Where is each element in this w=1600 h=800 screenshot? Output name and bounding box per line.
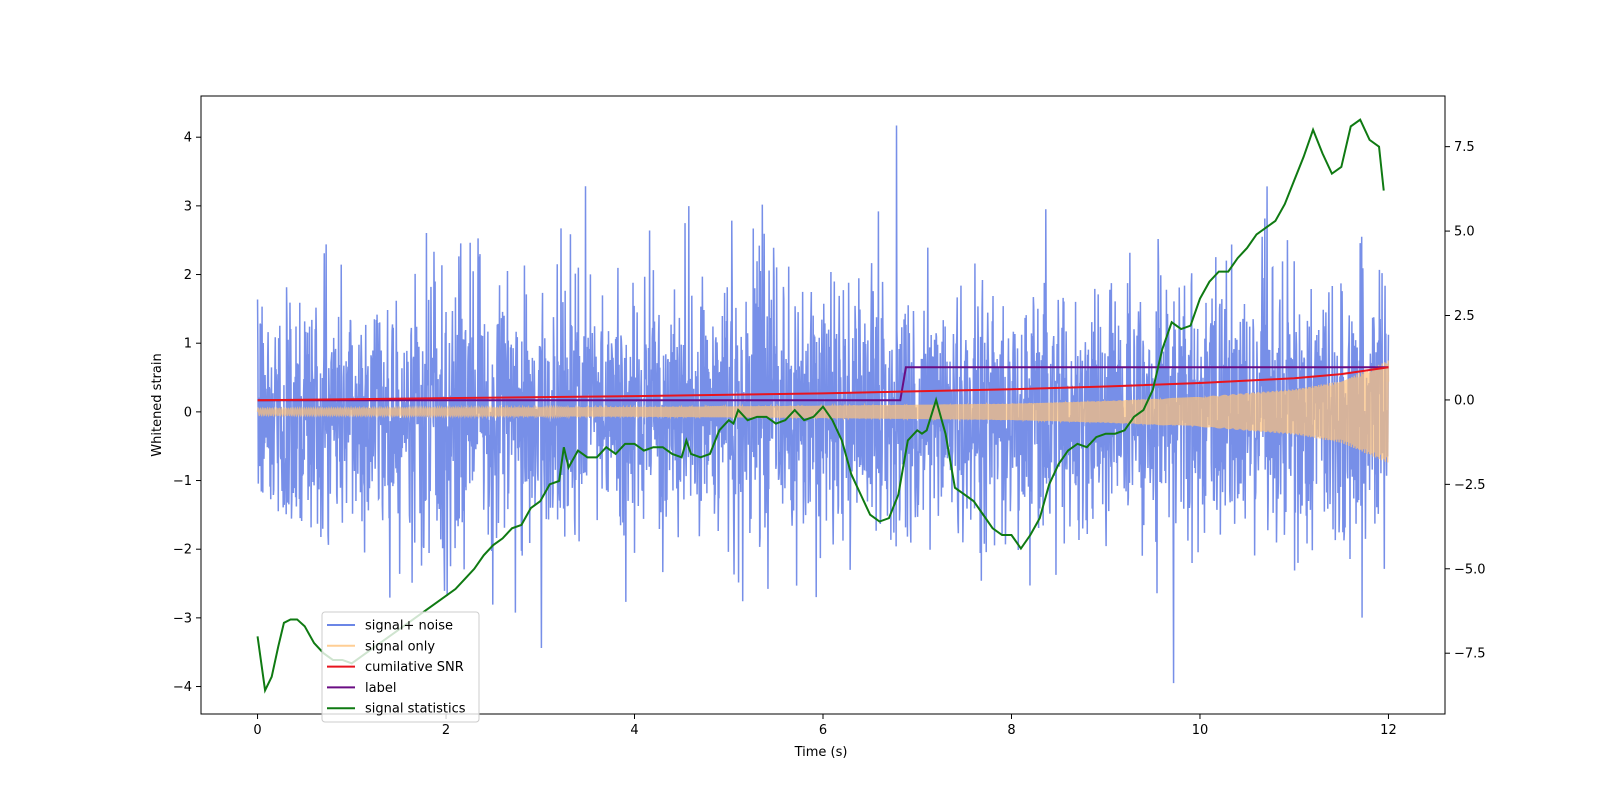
y2-tick-label: 7.5 <box>1454 140 1475 155</box>
y-axis-left: −4 −3 −2 −1 0 1 2 3 4 <box>173 131 201 695</box>
x-tick-label: 10 <box>1192 723 1209 738</box>
y2-tick-label: −7.5 <box>1454 647 1486 662</box>
x-tick-label: 4 <box>630 723 638 738</box>
x-tick-label: 0 <box>253 723 261 738</box>
legend: signal+ noise signal only cumilative SNR la… <box>321 611 480 723</box>
series-layer <box>256 118 1390 694</box>
y-axis-right: −7.5 −5.0 −2.5 0.0 2.5 5.0 7.5 <box>1445 140 1486 662</box>
legend-box <box>321 611 480 723</box>
y-tick-label: 1 <box>184 337 192 352</box>
legend-label: signal+ noise <box>365 619 453 634</box>
series-cumilative-snr <box>257 366 1389 402</box>
y-tick-label: −4 <box>173 680 192 695</box>
y-tick-label: −1 <box>173 474 192 489</box>
x-tick-label: 12 <box>1380 723 1397 738</box>
y-tick-label: −3 <box>173 611 192 626</box>
y-tick-label: −2 <box>173 543 192 558</box>
series-label <box>257 366 1389 402</box>
y2-tick-label: 0.0 <box>1454 393 1475 408</box>
y-axis-label: Whitened strain <box>150 353 165 456</box>
legend-label: label <box>365 681 396 696</box>
legend-label: cumilative SNR <box>365 660 464 675</box>
y-tick-label: 3 <box>184 199 192 214</box>
x-axis-label: Time (s) <box>794 745 848 760</box>
series-signal-plus-noise <box>256 125 1390 684</box>
series-signal-only <box>256 360 1390 463</box>
y-tick-label: 2 <box>184 268 192 283</box>
y2-tick-label: −2.5 <box>1454 478 1486 493</box>
y2-tick-label: −5.0 <box>1454 562 1486 577</box>
x-tick-label: 2 <box>442 723 450 738</box>
y-tick-label: 4 <box>184 131 192 146</box>
y-tick-label: 0 <box>184 405 192 420</box>
x-tick-label: 8 <box>1007 723 1015 738</box>
legend-label: signal statistics <box>365 702 466 717</box>
plot-area <box>256 118 1390 694</box>
y2-tick-label: 5.0 <box>1454 225 1475 240</box>
y2-tick-label: 2.5 <box>1454 309 1475 324</box>
legend-label: signal only <box>365 639 435 654</box>
x-tick-label: 6 <box>819 723 827 738</box>
series-signal-statistics <box>256 118 1385 694</box>
